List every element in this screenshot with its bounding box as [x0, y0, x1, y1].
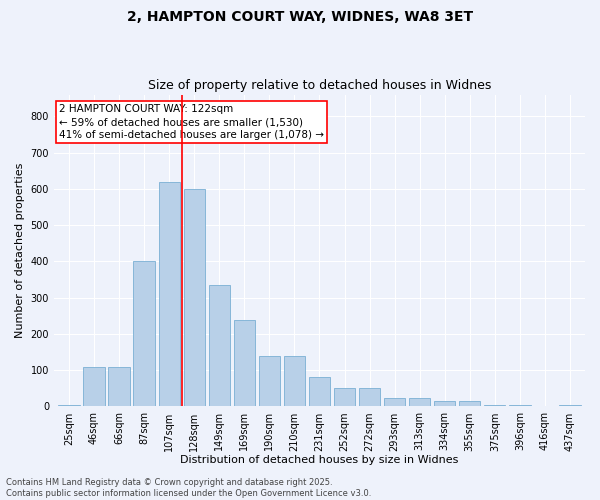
Bar [384, 398, 405, 406]
Bar [184, 189, 205, 406]
Bar [158, 182, 180, 406]
Text: 2, HAMPTON COURT WAY, WIDNES, WA8 3ET: 2, HAMPTON COURT WAY, WIDNES, WA8 3ET [127, 10, 473, 24]
X-axis label: Distribution of detached houses by size in Widnes: Distribution of detached houses by size … [180, 455, 458, 465]
Bar [459, 400, 481, 406]
Bar [559, 404, 581, 406]
Bar [133, 262, 155, 406]
Bar [259, 356, 280, 406]
Bar [284, 356, 305, 406]
Text: Contains HM Land Registry data © Crown copyright and database right 2025.
Contai: Contains HM Land Registry data © Crown c… [6, 478, 371, 498]
Bar [109, 366, 130, 406]
Bar [209, 285, 230, 406]
Y-axis label: Number of detached properties: Number of detached properties [15, 163, 25, 338]
Bar [409, 398, 430, 406]
Bar [334, 388, 355, 406]
Bar [58, 404, 80, 406]
Bar [309, 378, 330, 406]
Bar [509, 404, 530, 406]
Title: Size of property relative to detached houses in Widnes: Size of property relative to detached ho… [148, 79, 491, 92]
Bar [83, 366, 104, 406]
Text: 2 HAMPTON COURT WAY: 122sqm
← 59% of detached houses are smaller (1,530)
41% of : 2 HAMPTON COURT WAY: 122sqm ← 59% of det… [59, 104, 324, 141]
Bar [484, 404, 505, 406]
Bar [233, 320, 255, 406]
Bar [359, 388, 380, 406]
Bar [434, 400, 455, 406]
